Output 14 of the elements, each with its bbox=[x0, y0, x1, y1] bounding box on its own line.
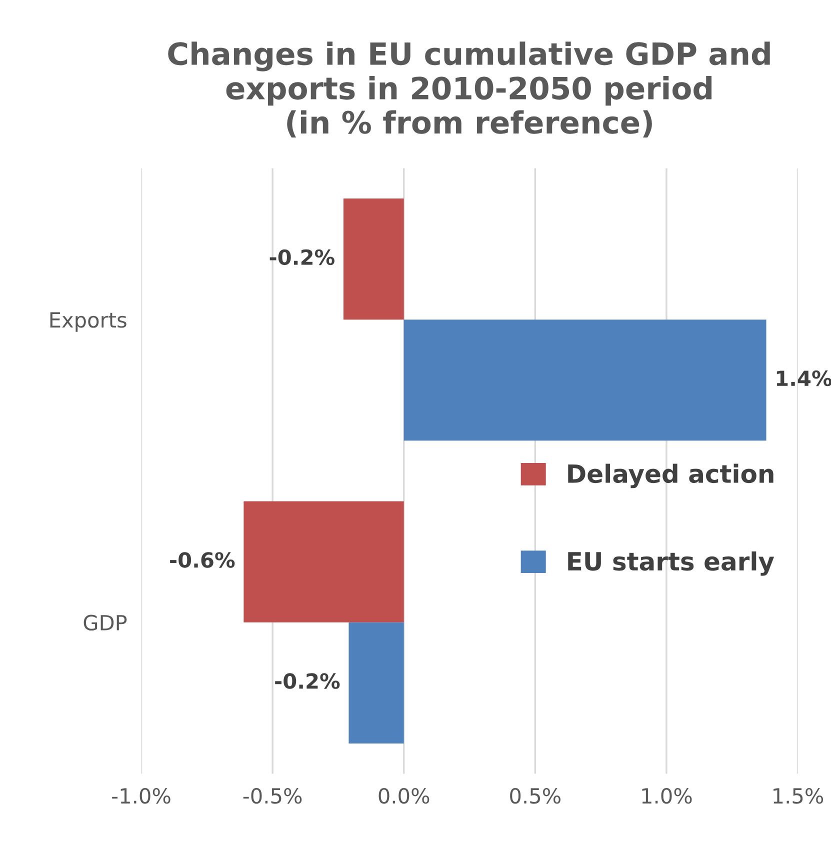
x-tick-label: -1.0% bbox=[112, 788, 170, 804]
x-tick-label: 0.5% bbox=[510, 788, 560, 804]
legend-label: Delayed action bbox=[568, 464, 774, 488]
y-tick-label: GDP bbox=[84, 614, 127, 631]
chart-title: Changes in EU cumulative GDP and exports in 2010-2050 period (in % from reference) bbox=[168, 42, 770, 138]
data-label: -0.2% bbox=[270, 249, 334, 266]
data-label: -0.6% bbox=[170, 552, 235, 568]
x-tick-label: 1.0% bbox=[642, 788, 692, 804]
x-tick-label: 0.0% bbox=[378, 788, 430, 804]
data-label: -0.2% bbox=[275, 673, 340, 689]
x-tick-label: -0.5% bbox=[243, 788, 302, 804]
x-tick-label: 1.5% bbox=[774, 788, 824, 804]
y-tick-label: Exports bbox=[50, 312, 126, 332]
legend-label: EU starts early bbox=[568, 551, 774, 576]
